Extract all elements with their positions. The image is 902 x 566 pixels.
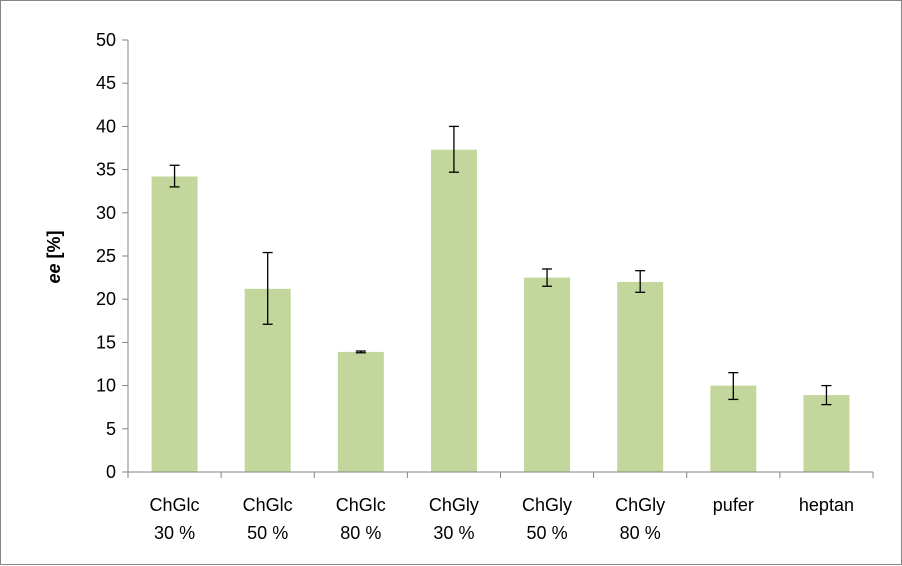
- y-axis-title: ee [%]: [44, 230, 64, 283]
- y-tick-label-1: 5: [106, 419, 116, 439]
- x-tick-label-5: ChGly 80 %: [615, 495, 665, 543]
- axes-layer: [122, 39, 874, 478]
- x-tick-label-line-3-1: 30 %: [433, 523, 474, 543]
- x-tick-label-7: heptan: [799, 495, 854, 515]
- error-bar-4: [542, 268, 553, 287]
- x-tick-label-4: ChGly 50 %: [522, 495, 572, 543]
- error-bars-layer: [169, 125, 832, 406]
- error-bar-2: [355, 350, 366, 354]
- x-tick-label-0: ChGlc 30 %: [150, 495, 200, 543]
- x-tick-label-line-3-0: ChGly: [429, 495, 479, 515]
- x-tick-label-line-2-0: ChGlc: [336, 495, 386, 515]
- y-tick-label-10: 50: [96, 30, 116, 50]
- error-bar-6: [728, 371, 739, 401]
- y-axis-title-symbol: ee: [44, 263, 64, 283]
- y-tick-label-6: 30: [96, 203, 116, 223]
- bar-3: [430, 149, 477, 472]
- bar-5: [617, 281, 664, 472]
- x-tick-label-line-0-1: 30 %: [154, 523, 195, 543]
- x-tick-label-line-2-1: 80 %: [340, 523, 381, 543]
- x-tick-label-line-1-1: 50 %: [247, 523, 288, 543]
- y-axis-title-unit: [%]: [44, 230, 64, 263]
- x-tick-label-1: ChGlc 50 %: [243, 495, 293, 543]
- x-tick-label-line-4-1: 50 %: [527, 523, 568, 543]
- error-bar-0: [169, 164, 180, 188]
- bar-4: [524, 277, 571, 472]
- y-tick-label-9: 45: [96, 73, 116, 93]
- y-tick-label-3: 15: [96, 332, 116, 352]
- bars-layer: [151, 149, 850, 472]
- x-tick-label-line-0-0: ChGlc: [150, 495, 200, 515]
- y-tick-label-5: 25: [96, 246, 116, 266]
- x-tick-label-line-1-0: ChGlc: [243, 495, 293, 515]
- error-bar-5: [635, 270, 646, 293]
- x-tick-label-line-4-0: ChGly: [522, 495, 572, 515]
- bar-7: [803, 395, 850, 472]
- x-tick-label-3: ChGly 30 %: [429, 495, 479, 543]
- error-bar-1: [262, 251, 273, 325]
- error-bar-7: [821, 384, 832, 406]
- x-tick-label-line-6-0: pufer: [713, 495, 754, 515]
- x-tick-label-6: pufer: [713, 495, 754, 515]
- y-tick-label-7: 35: [96, 160, 116, 180]
- bar-0: [151, 176, 198, 472]
- x-tick-label-line-5-0: ChGly: [615, 495, 665, 515]
- x-tick-label-2: ChGlc 80 %: [336, 495, 386, 543]
- y-tick-label-2: 10: [96, 376, 116, 396]
- y-tick-label-0: 0: [106, 462, 116, 482]
- bar-2: [337, 351, 384, 472]
- error-bar-3: [448, 125, 459, 173]
- y-tick-label-8: 40: [96, 116, 116, 136]
- y-tick-label-4: 20: [96, 289, 116, 309]
- x-tick-label-line-5-1: 80 %: [620, 523, 661, 543]
- x-tick-label-line-7-0: heptan: [799, 495, 854, 515]
